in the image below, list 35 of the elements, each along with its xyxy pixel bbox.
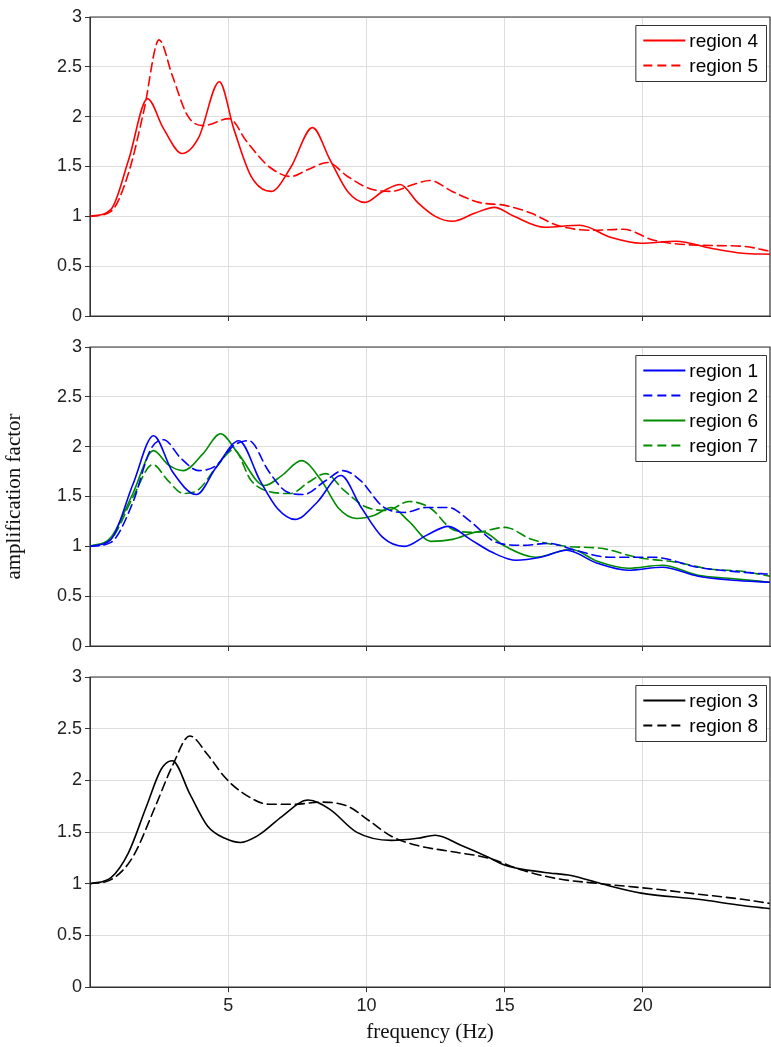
y-tick-label: 0.5 bbox=[56, 255, 82, 276]
y-tick-label: 3 bbox=[71, 335, 82, 356]
x-tick-label: 15 bbox=[494, 994, 515, 1015]
y-tick-label: 2 bbox=[71, 769, 82, 790]
y-tick-label: 0 bbox=[71, 634, 82, 655]
y-tick-label: 2 bbox=[71, 105, 82, 126]
y-tick-label: 1 bbox=[71, 535, 82, 556]
y-tick-label: 3 bbox=[71, 665, 82, 686]
legend-label: region 2 bbox=[689, 384, 759, 406]
x-tick-label: 20 bbox=[632, 994, 653, 1015]
legend-label: region 7 bbox=[689, 434, 759, 456]
legend-label: region 1 bbox=[689, 359, 759, 381]
legend-label: region 6 bbox=[689, 409, 759, 431]
legend-label: region 3 bbox=[689, 689, 759, 711]
legend-label: region 8 bbox=[689, 714, 759, 736]
legend-label: region 5 bbox=[689, 54, 759, 76]
y-tick-label: 1 bbox=[71, 872, 82, 893]
y-tick-label: 1.5 bbox=[56, 821, 82, 842]
x-axis-title: frequency (Hz) bbox=[366, 1018, 494, 1043]
y-tick-label: 0 bbox=[71, 976, 82, 997]
y-tick-label: 3 bbox=[71, 5, 82, 26]
y-tick-label: 2 bbox=[71, 435, 82, 456]
y-tick-label: 0 bbox=[71, 304, 82, 325]
y-axis-title: amplification factor bbox=[1, 413, 26, 580]
y-tick-label: 0.5 bbox=[56, 924, 82, 945]
y-tick-label: 2.5 bbox=[56, 385, 82, 406]
x-tick-label: 5 bbox=[223, 994, 234, 1015]
legend-label: region 4 bbox=[689, 29, 759, 51]
x-tick-label: 10 bbox=[356, 994, 377, 1015]
y-tick-label: 2.5 bbox=[56, 55, 82, 76]
y-tick-label: 1.5 bbox=[56, 155, 82, 176]
y-tick-label: 2.5 bbox=[56, 717, 82, 738]
y-tick-label: 0.5 bbox=[56, 585, 82, 606]
y-tick-label: 1.5 bbox=[56, 485, 82, 506]
y-tick-label: 1 bbox=[71, 205, 82, 226]
